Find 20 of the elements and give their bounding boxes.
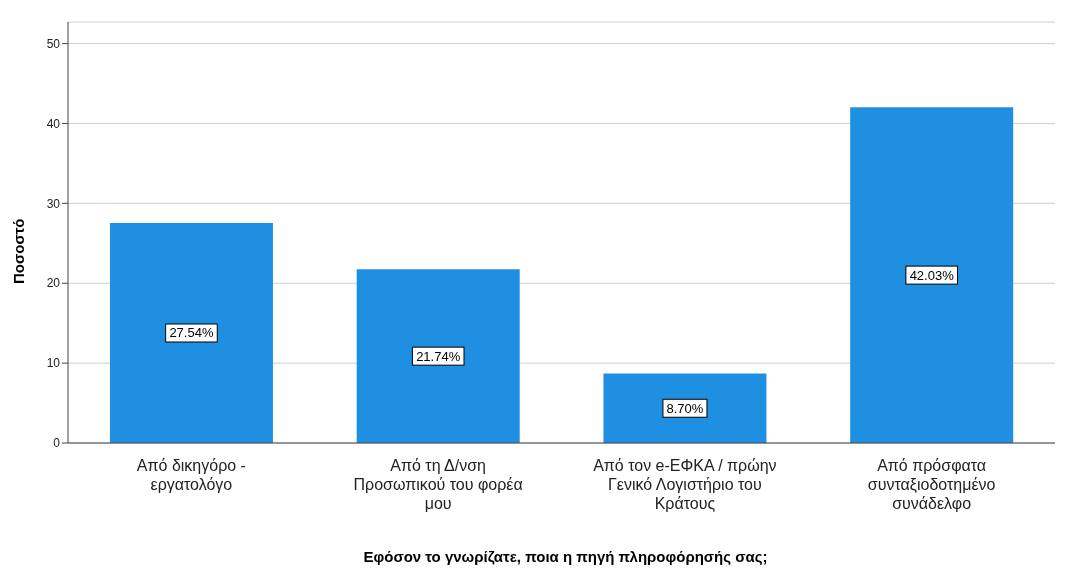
bar <box>356 269 520 443</box>
y-tick-label: 30 <box>46 196 61 211</box>
data-label: 21.74% <box>416 348 461 364</box>
x-axis-title: Εφόσον το γνωρίζατε, ποια η πηγή πληροφόρησής σας; <box>362 548 769 565</box>
data-label: 27.54% <box>169 325 214 341</box>
y-tick-label: 0 <box>53 436 61 451</box>
bar <box>850 107 1014 443</box>
y-tick-label: 50 <box>46 36 61 51</box>
x-tick-label: Από δικηγόρο - εργατολόγο <box>136 457 246 493</box>
x-tick-label: Από πρόσφατα συνταξιοδοτημένο συνάδελφο <box>867 457 996 512</box>
data-label: 42.03% <box>909 267 955 283</box>
bar <box>109 222 273 443</box>
y-tick-label: 40 <box>46 116 61 131</box>
x-tick-label: Από τη Δ/νση Προσωπικού του φορέα μου <box>353 457 523 512</box>
data-label: 8.70% <box>666 400 704 416</box>
bar <box>603 373 767 443</box>
y-tick-label: 10 <box>46 356 61 371</box>
x-tick-label: Από τον e-ΕΦΚΑ / πρώην Γενικό Λογιστήριο του Κράτους <box>593 457 777 512</box>
y-tick-label: 20 <box>46 276 61 291</box>
y-axis-title: Ποσοστό <box>10 218 27 284</box>
